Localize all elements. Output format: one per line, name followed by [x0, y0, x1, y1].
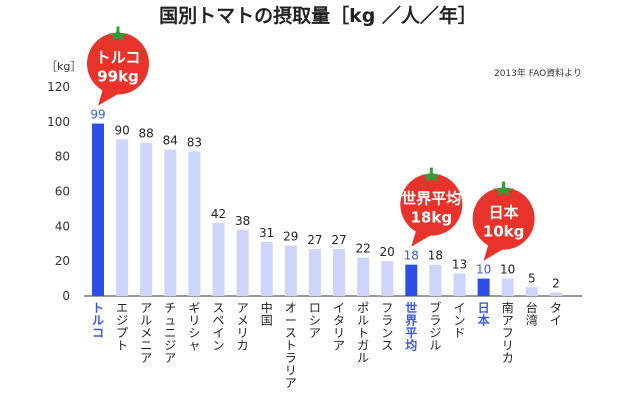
- tomato-stem-icon: [116, 26, 120, 34]
- bar-value-label: 10: [500, 263, 515, 277]
- tomato-leaf-icon: [420, 170, 442, 182]
- bar-value-label: 84: [163, 134, 178, 148]
- bar: [357, 257, 370, 296]
- category-label: 台湾: [526, 300, 538, 328]
- bar-value-label: 83: [187, 135, 202, 149]
- bar: [284, 245, 297, 296]
- tomato-stem-icon: [429, 167, 433, 175]
- y-tick-label: 20: [55, 254, 70, 268]
- category-label: ブラジル: [429, 300, 441, 353]
- y-axis: 0 20 40 60 80 100 120: [47, 80, 582, 303]
- tomato-stem-icon: [502, 181, 506, 189]
- category-label: タイ: [550, 301, 562, 328]
- bar: [92, 123, 104, 296]
- bar-value-label: 18: [404, 249, 419, 263]
- category-label: チュニジア: [164, 301, 176, 365]
- y-axis-unit: ［kg］: [46, 60, 81, 73]
- y-tick-label: 60: [55, 185, 70, 199]
- y-tick-label: 0: [62, 289, 70, 303]
- category-label: トルコ: [92, 301, 104, 340]
- bar: [116, 139, 129, 296]
- bars: [92, 123, 562, 296]
- category-label: 世界平均: [405, 300, 417, 353]
- category-label: 南アフリカ: [502, 300, 514, 365]
- bar: [453, 273, 466, 296]
- bar-value-label: 13: [452, 257, 467, 271]
- value-labels: 99 90 88 84 83 42 38 31 29 27 27 22 20 18 18 13 10 10 5 2: [90, 108, 559, 291]
- callout-value: 99kg: [97, 68, 139, 86]
- category-label: オーストラリア: [285, 301, 297, 390]
- category-label: フランス: [381, 301, 393, 353]
- y-tick-label: 80: [55, 150, 70, 164]
- bar: [381, 261, 394, 296]
- bar: [260, 242, 273, 296]
- bar-value-label: 22: [355, 242, 370, 256]
- tomato-icon: [87, 32, 149, 95]
- bar: [429, 264, 442, 296]
- bar-value-label: 2: [552, 277, 560, 291]
- bar: [164, 149, 177, 296]
- y-tick-label: 100: [47, 115, 70, 129]
- bar: [140, 142, 153, 296]
- bar-value-label: 38: [235, 214, 250, 228]
- bar-value-label: 18: [428, 249, 443, 263]
- category-label: 日本: [478, 301, 490, 328]
- source-note: 2013年 FAO資料より: [494, 67, 582, 79]
- bar: [477, 278, 490, 296]
- bar: [236, 229, 249, 296]
- bar-value-label: 42: [211, 207, 226, 221]
- category-label: ギリシャ: [188, 301, 200, 353]
- bar: [525, 287, 538, 296]
- chart-title: 国別トマトの摂取量［kg ／人／年］: [159, 4, 477, 27]
- bar: [549, 292, 562, 296]
- bar-value-label: 27: [307, 233, 322, 247]
- bar-value-label: 90: [114, 123, 129, 137]
- category-label: アルメニア: [140, 301, 152, 365]
- tomato-icon: [400, 173, 463, 236]
- bar-value-label: 31: [259, 226, 274, 240]
- bar: [188, 151, 201, 296]
- bar-value-label: 29: [283, 229, 298, 243]
- category-label: エジプト: [116, 301, 128, 353]
- callout-country: トルコ: [96, 49, 141, 67]
- category-label: スペイン: [212, 301, 224, 353]
- bar-value-label: 27: [331, 233, 346, 247]
- category-label: アメリカ: [237, 301, 249, 353]
- category-label: ポルトガル: [357, 301, 369, 365]
- bar-value-label: 99: [90, 108, 105, 122]
- bar: [501, 278, 514, 296]
- bar-value-label: 5: [528, 271, 536, 285]
- bar: [308, 248, 321, 296]
- category-label: 中国: [261, 300, 273, 328]
- bar-value-label: 10: [476, 263, 491, 277]
- bar-value-label: 88: [139, 127, 154, 141]
- tomato-leaf-icon: [107, 29, 129, 41]
- callout-country: 日本: [489, 204, 519, 222]
- y-tick-label: 40: [55, 219, 70, 233]
- tomato-leaf-icon: [493, 184, 515, 196]
- bar: [333, 248, 345, 296]
- y-tick-label: 120: [47, 80, 70, 94]
- tomato-icon: [472, 187, 535, 250]
- callout-value: 18kg: [411, 209, 453, 227]
- bar-value-label: 20: [380, 245, 395, 259]
- category-label: イタリア: [333, 301, 345, 353]
- callout-country: 世界平均: [401, 190, 461, 208]
- callout-value: 10kg: [483, 223, 525, 241]
- category-label: ロシア: [309, 301, 321, 340]
- bar: [405, 264, 418, 296]
- category-label: インド: [453, 301, 465, 340]
- bar: [212, 222, 225, 296]
